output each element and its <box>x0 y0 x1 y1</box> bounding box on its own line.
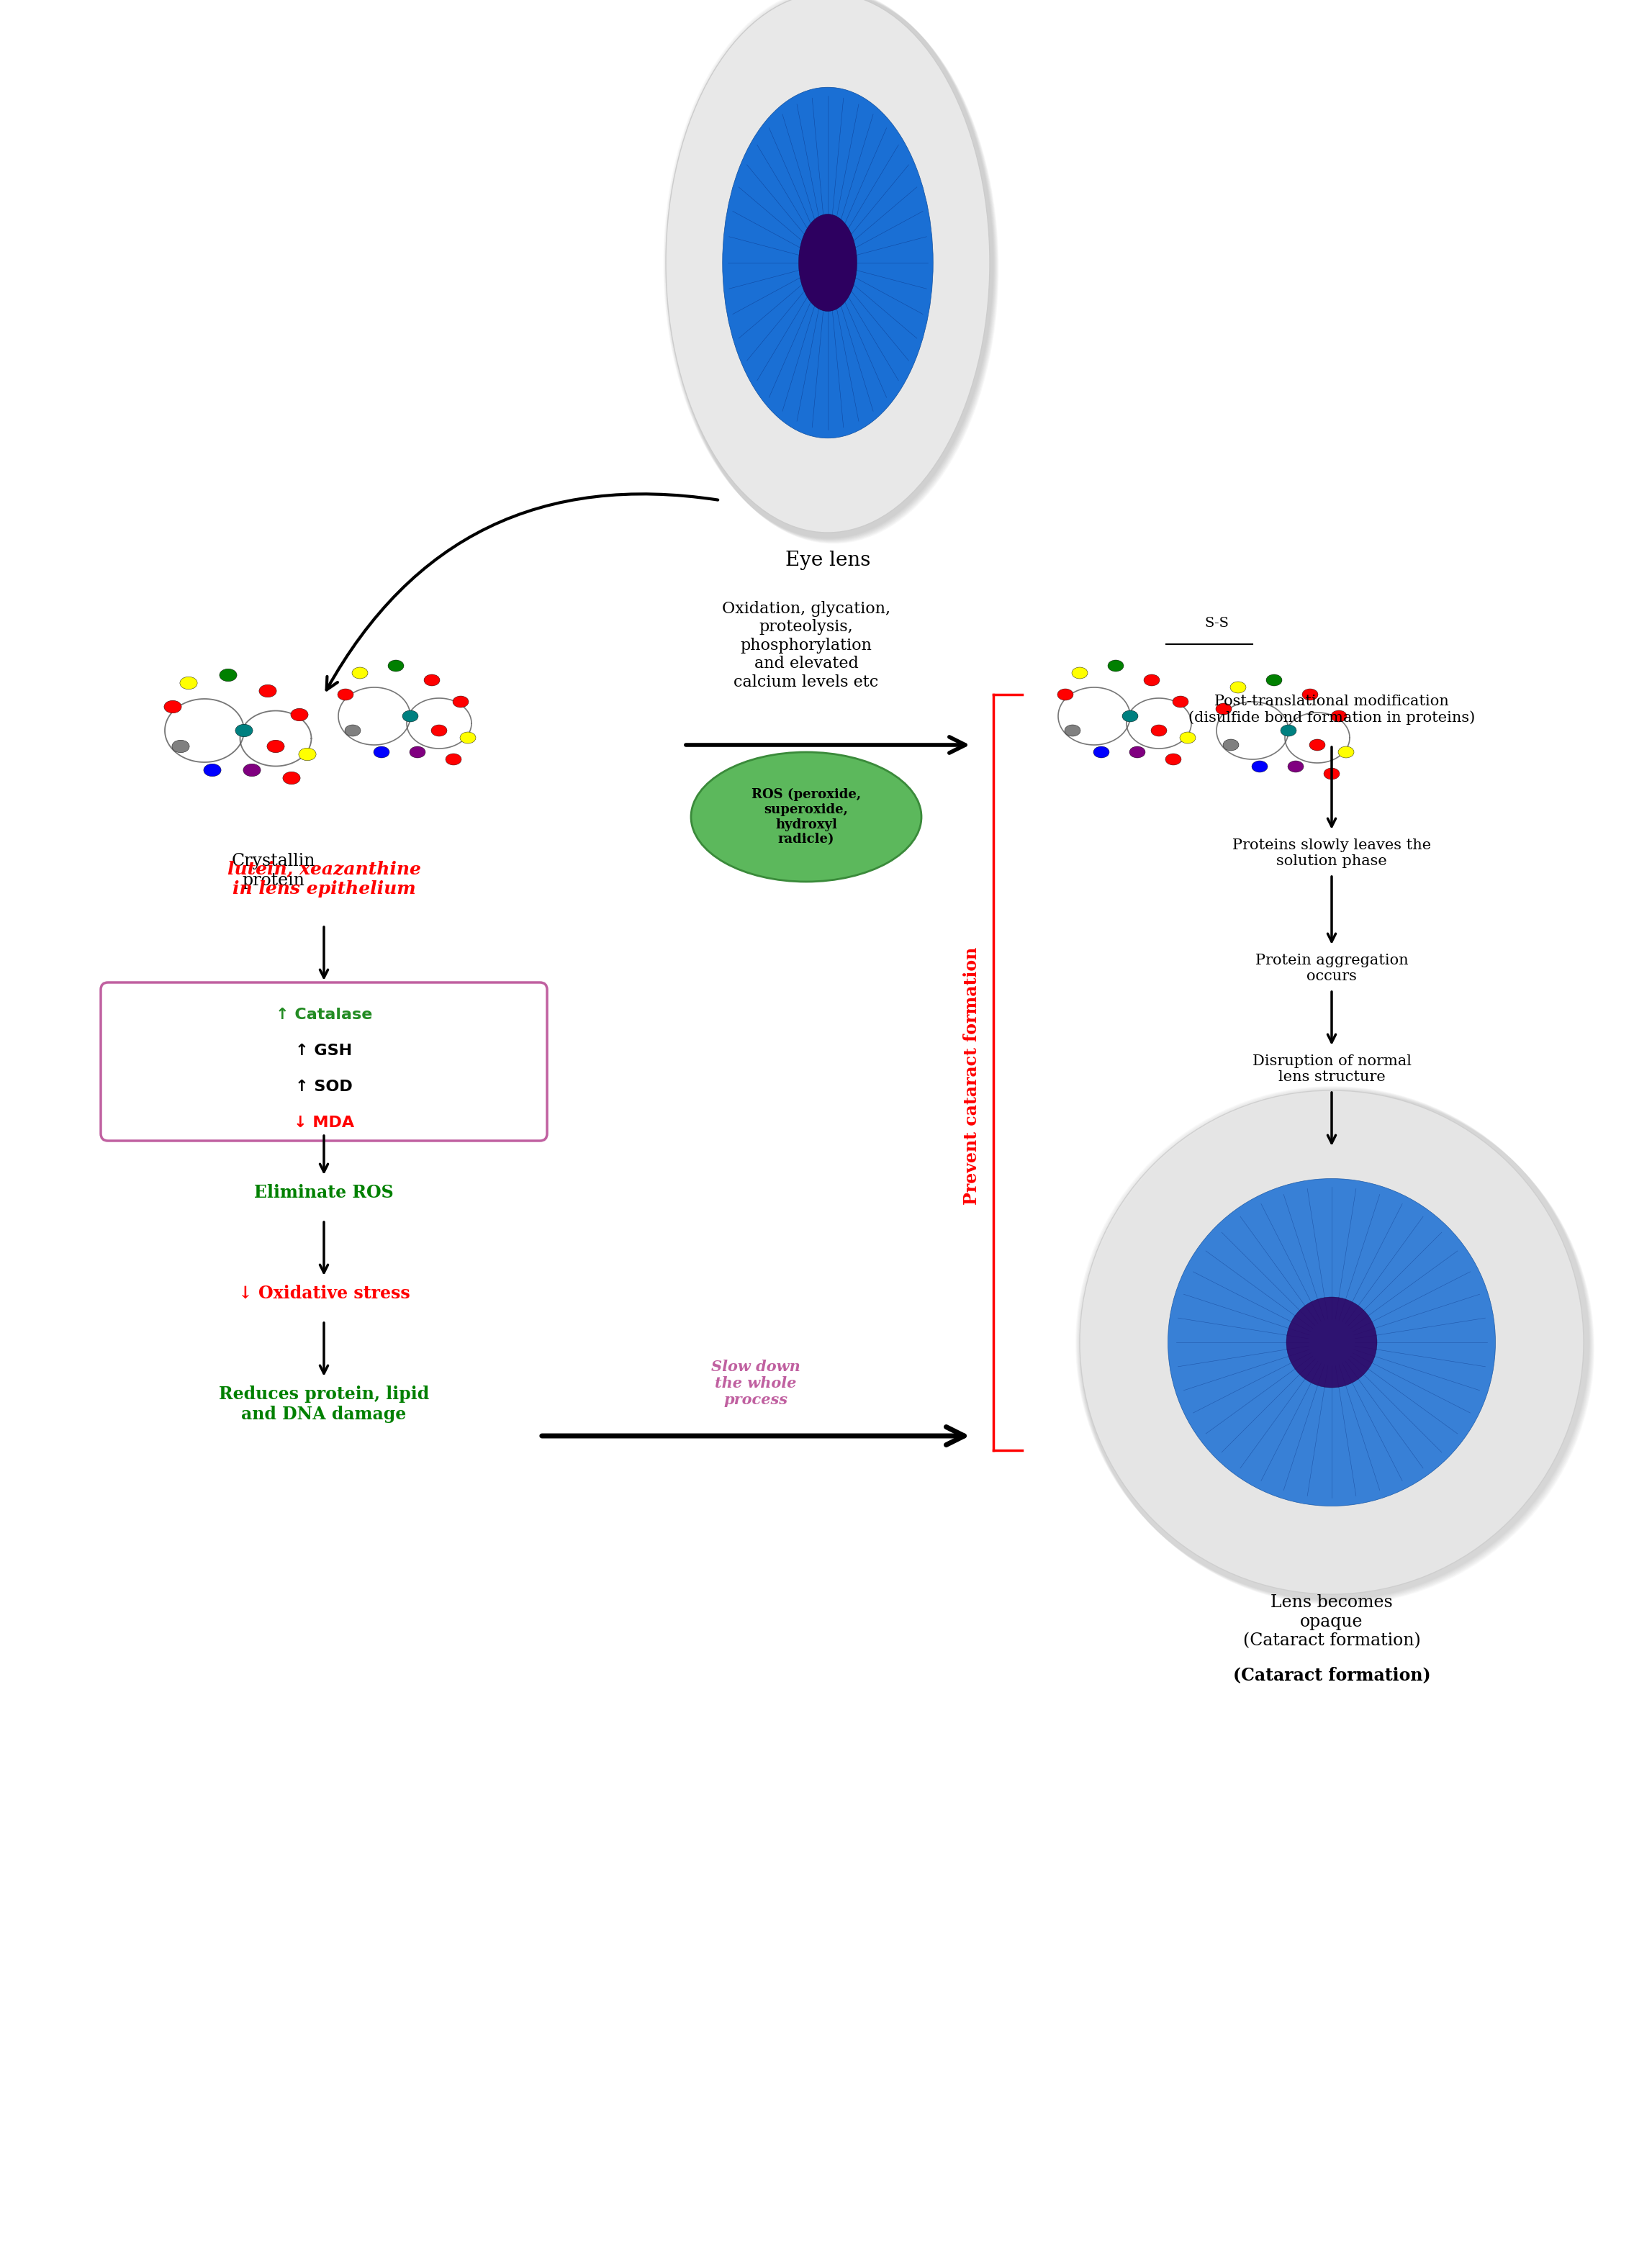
Text: S-S: S-S <box>1204 617 1229 630</box>
Ellipse shape <box>667 0 998 543</box>
Ellipse shape <box>1332 711 1346 722</box>
Text: Eye lens: Eye lens <box>785 552 871 569</box>
Ellipse shape <box>299 749 316 760</box>
Ellipse shape <box>431 724 448 735</box>
Ellipse shape <box>1165 753 1181 765</box>
Ellipse shape <box>1173 695 1188 708</box>
Ellipse shape <box>1072 668 1087 679</box>
Ellipse shape <box>291 708 309 722</box>
Ellipse shape <box>664 0 995 538</box>
Ellipse shape <box>259 684 276 697</box>
Ellipse shape <box>669 0 999 545</box>
Text: Crystallin
protein: Crystallin protein <box>231 852 316 888</box>
Ellipse shape <box>164 700 182 713</box>
Ellipse shape <box>664 0 995 540</box>
Ellipse shape <box>1222 740 1239 751</box>
Ellipse shape <box>282 771 301 785</box>
Ellipse shape <box>1323 769 1340 780</box>
Ellipse shape <box>1064 724 1080 735</box>
Ellipse shape <box>691 751 922 881</box>
Ellipse shape <box>180 677 197 688</box>
Ellipse shape <box>1287 1296 1378 1388</box>
Ellipse shape <box>666 0 990 534</box>
Ellipse shape <box>425 675 439 686</box>
Text: Prevent cataract formation: Prevent cataract formation <box>963 946 980 1204</box>
Text: (Cataract formation): (Cataract formation) <box>1232 1666 1431 1684</box>
Ellipse shape <box>798 215 857 312</box>
Ellipse shape <box>1080 1090 1584 1594</box>
Ellipse shape <box>666 0 996 540</box>
Ellipse shape <box>722 87 933 437</box>
Text: ↑ SOD: ↑ SOD <box>296 1081 352 1094</box>
Ellipse shape <box>388 659 403 673</box>
FancyBboxPatch shape <box>101 982 547 1141</box>
Ellipse shape <box>337 688 354 700</box>
Text: ROS (peroxide,
superoxide,
hydroxyl
radicle): ROS (peroxide, superoxide, hydroxyl radi… <box>752 787 861 845</box>
Text: ↓ MDA: ↓ MDA <box>294 1117 354 1130</box>
Ellipse shape <box>1265 675 1282 686</box>
Ellipse shape <box>1108 659 1123 673</box>
Ellipse shape <box>1130 747 1145 758</box>
Text: ↑ GSH: ↑ GSH <box>296 1043 352 1058</box>
Ellipse shape <box>666 0 996 543</box>
Ellipse shape <box>203 765 221 776</box>
Text: Eliminate ROS: Eliminate ROS <box>254 1184 393 1202</box>
Text: Proteins slowly leaves the
solution phase: Proteins slowly leaves the solution phas… <box>1232 839 1431 868</box>
Text: Post-translational modification
(disulfide bond formation in proteins): Post-translational modification (disulfi… <box>1188 695 1475 724</box>
Text: Slow down
the whole
process: Slow down the whole process <box>712 1359 800 1408</box>
Ellipse shape <box>1094 747 1108 758</box>
Ellipse shape <box>1216 704 1232 715</box>
Ellipse shape <box>220 668 236 682</box>
Ellipse shape <box>1143 675 1160 686</box>
Text: ↑ Catalase: ↑ Catalase <box>276 1007 372 1022</box>
Ellipse shape <box>664 0 995 540</box>
Ellipse shape <box>1057 688 1074 700</box>
Ellipse shape <box>1338 747 1355 758</box>
Ellipse shape <box>1180 731 1196 744</box>
Ellipse shape <box>1280 724 1297 735</box>
Text: Reduces protein, lipid
and DNA damage: Reduces protein, lipid and DNA damage <box>218 1386 430 1424</box>
Ellipse shape <box>1252 760 1267 771</box>
Text: Protein aggregation
occurs: Protein aggregation occurs <box>1256 953 1408 984</box>
Ellipse shape <box>373 747 390 758</box>
Ellipse shape <box>268 740 284 753</box>
Ellipse shape <box>235 724 253 738</box>
Text: Oxidation, glycation,
proteolysis,
phosphorylation
and elevated
calcium levels e: Oxidation, glycation, proteolysis, phosp… <box>722 601 890 691</box>
Ellipse shape <box>172 740 190 753</box>
Ellipse shape <box>410 747 426 758</box>
Ellipse shape <box>1310 740 1325 751</box>
Ellipse shape <box>459 731 476 744</box>
Text: lutein, xeazanthine
in lens epithelium: lutein, xeazanthine in lens epithelium <box>226 861 421 897</box>
Ellipse shape <box>1302 688 1318 700</box>
Ellipse shape <box>446 753 461 765</box>
Ellipse shape <box>352 668 368 679</box>
Ellipse shape <box>453 695 469 708</box>
Ellipse shape <box>1231 682 1246 693</box>
Text: Lens becomes
opaque
(Cataract formation): Lens becomes opaque (Cataract formation) <box>1242 1594 1421 1650</box>
Ellipse shape <box>1151 724 1166 735</box>
Text: Disruption of normal
lens structure: Disruption of normal lens structure <box>1252 1054 1411 1083</box>
Ellipse shape <box>403 711 418 722</box>
Ellipse shape <box>667 0 998 543</box>
Text: ↓ Oxidative stress: ↓ Oxidative stress <box>238 1285 410 1303</box>
Ellipse shape <box>1289 760 1303 771</box>
Ellipse shape <box>1122 711 1138 722</box>
Ellipse shape <box>1168 1179 1495 1507</box>
Ellipse shape <box>243 765 261 776</box>
Ellipse shape <box>345 724 360 735</box>
